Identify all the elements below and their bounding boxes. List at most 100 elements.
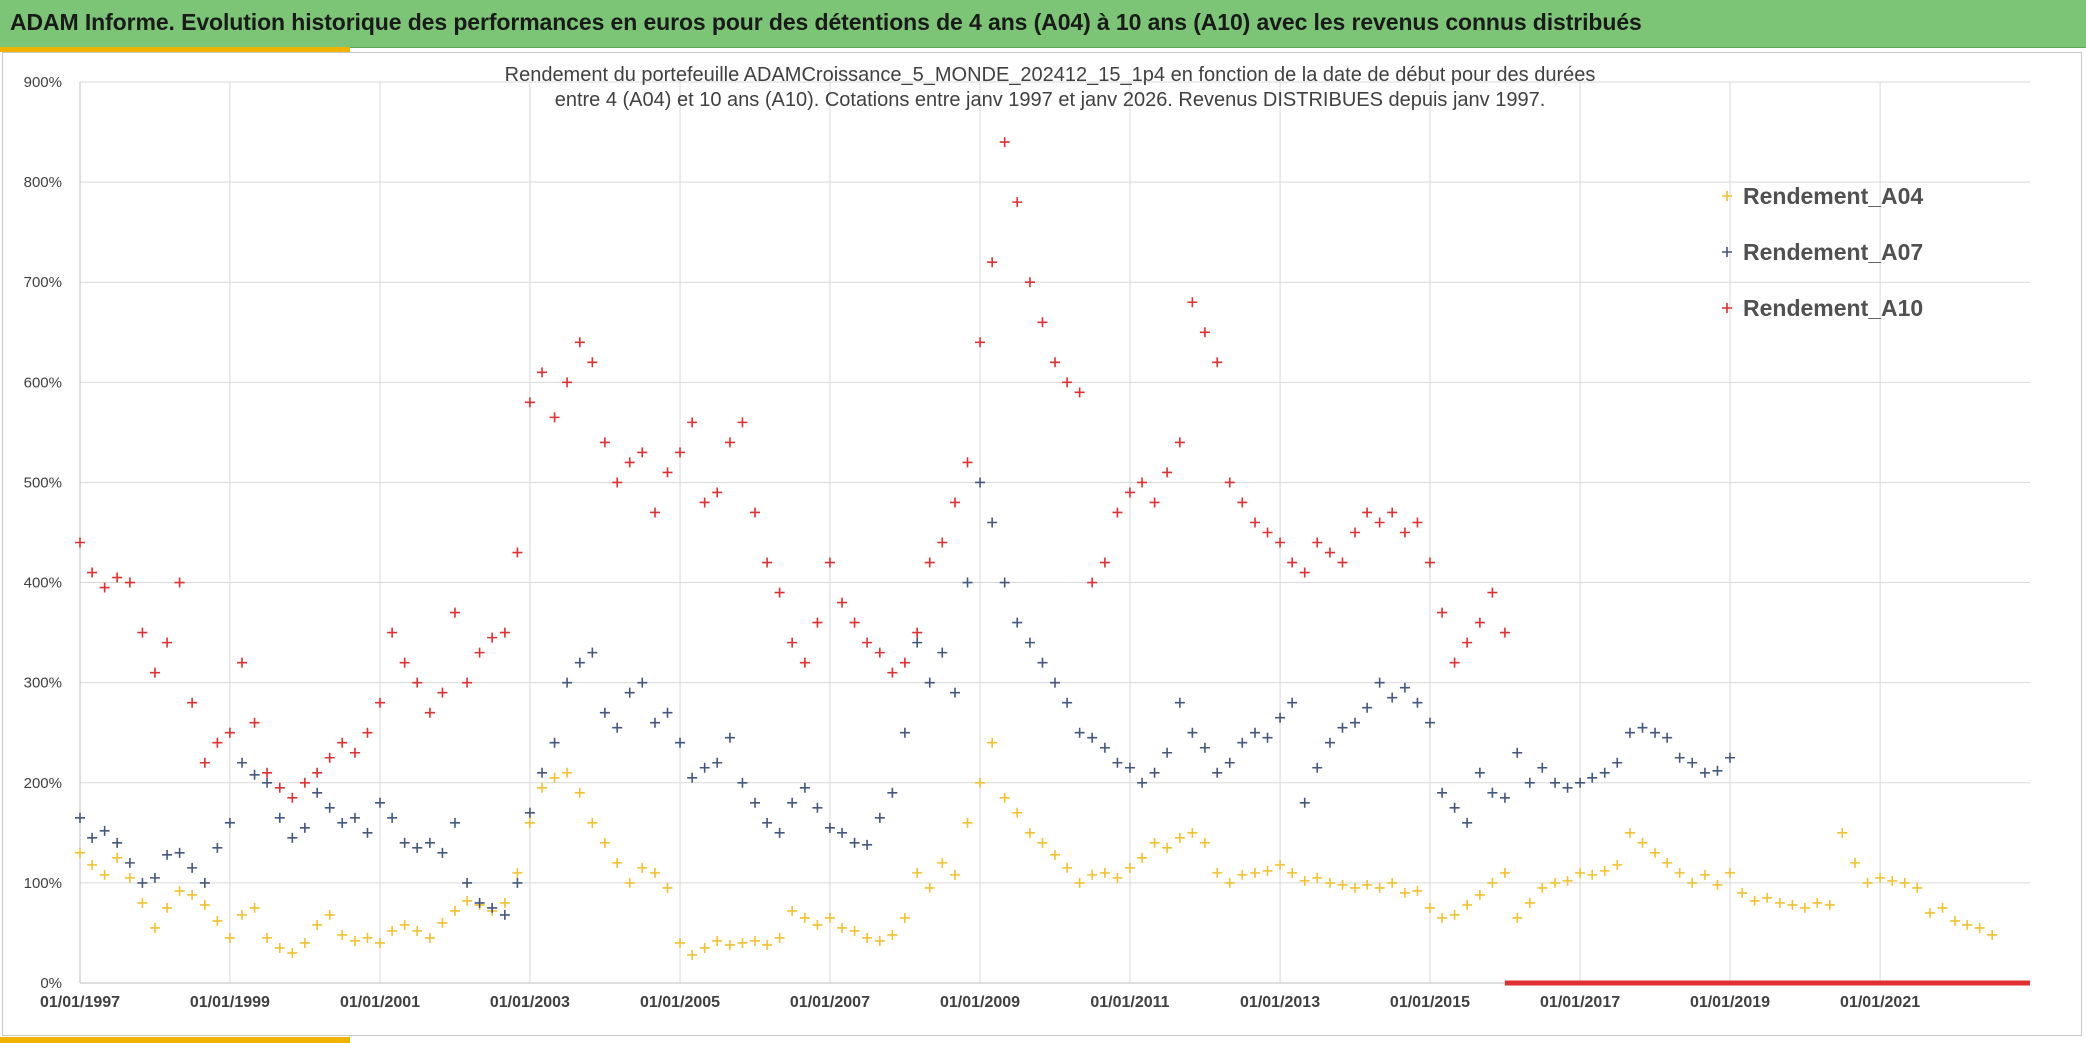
y-tick-label: 300% [24, 675, 62, 692]
data-point [774, 932, 785, 943]
data-point [212, 915, 223, 926]
data-point [724, 437, 735, 448]
data-point [249, 902, 260, 913]
data-point [962, 817, 973, 828]
x-tick-label: 01/01/2015 [1390, 994, 1470, 1011]
data-point [524, 817, 535, 828]
data-point [837, 597, 848, 608]
y-tick-label: 900% [24, 74, 62, 91]
header-title: ADAM Informe. Evolution historique des p… [10, 9, 1642, 35]
y-tick-label: 100% [24, 875, 62, 892]
data-point [287, 947, 298, 958]
data-point [162, 902, 173, 913]
data-point [1275, 537, 1286, 548]
data-point [1387, 507, 1398, 518]
data-point [824, 912, 835, 923]
data-point [387, 627, 398, 638]
data-point [1399, 887, 1410, 898]
data-point [1162, 842, 1173, 853]
data-point [299, 937, 310, 948]
data-point [574, 337, 585, 348]
y-tick-label: 200% [24, 775, 62, 792]
data-point [587, 357, 598, 368]
data-point [1224, 477, 1235, 488]
data-point [412, 842, 423, 853]
data-point [675, 447, 686, 458]
data-point [987, 737, 998, 748]
data-point [599, 437, 610, 448]
data-point [749, 507, 760, 518]
data-point [1587, 772, 1598, 783]
data-point [999, 577, 1010, 588]
data-point [712, 487, 723, 498]
data-point [1562, 782, 1573, 793]
data-point [1174, 697, 1185, 708]
data-point [812, 617, 823, 628]
data-point [574, 657, 585, 668]
data-point [199, 757, 210, 768]
data-point [1599, 767, 1610, 778]
data-point [312, 919, 323, 930]
data-point [1124, 762, 1135, 773]
data-point [124, 857, 135, 868]
data-point [1387, 692, 1398, 703]
data-point [675, 737, 686, 748]
legend-label: Rendement_A04 [1743, 183, 1923, 209]
data-point [1050, 677, 1060, 688]
data-point [1512, 912, 1523, 923]
data-point [524, 807, 535, 818]
data-point [1149, 767, 1160, 778]
data-point [237, 657, 248, 668]
data-point [799, 657, 810, 668]
data-point [1287, 867, 1298, 878]
data-point [274, 812, 285, 823]
data-point [1324, 737, 1335, 748]
data-point [1399, 527, 1410, 538]
data-point [124, 577, 135, 588]
data-point [299, 777, 310, 788]
data-point [975, 777, 986, 788]
data-point [537, 367, 548, 378]
x-tick-label: 01/01/2005 [640, 994, 720, 1011]
data-point [1412, 517, 1423, 528]
data-point [699, 497, 710, 508]
data-point [1087, 577, 1098, 588]
data-point [1674, 752, 1685, 763]
legend-label: Rendement_A07 [1743, 239, 1923, 265]
data-point [749, 935, 760, 946]
data-point [1187, 297, 1198, 308]
data-point [124, 872, 135, 883]
data-point [499, 627, 510, 638]
data-point [1062, 377, 1073, 388]
grid [79, 81, 2030, 984]
x-tick-label: 01/01/2019 [1690, 994, 1770, 1011]
data-point [862, 637, 873, 648]
x-tick-label: 01/01/2001 [340, 994, 420, 1011]
x-tick-label: 01/01/2013 [1240, 994, 1320, 1011]
data-point [862, 839, 873, 850]
data-point [512, 867, 523, 878]
data-point [1824, 899, 1835, 910]
data-point [1012, 197, 1023, 208]
data-point [75, 812, 85, 823]
data-point [1350, 882, 1361, 893]
data-point [1499, 792, 1510, 803]
data-point [87, 832, 98, 843]
data-point [1424, 717, 1435, 728]
data-point [1074, 387, 1085, 398]
data-point [1374, 677, 1385, 688]
data-point [149, 667, 160, 678]
data-point [174, 577, 185, 588]
data-point [1287, 697, 1298, 708]
data-point [1474, 767, 1485, 778]
data-point [1062, 697, 1073, 708]
y-tick-label: 400% [24, 575, 62, 592]
data-point [687, 949, 698, 960]
data-point [1362, 702, 1373, 713]
data-point [1024, 277, 1035, 288]
data-point [599, 837, 610, 848]
data-point [324, 752, 335, 763]
axes: Rendement du portefeuille ADAMCroissance… [24, 64, 2030, 1011]
data-point [262, 932, 273, 943]
data-point [399, 657, 410, 668]
